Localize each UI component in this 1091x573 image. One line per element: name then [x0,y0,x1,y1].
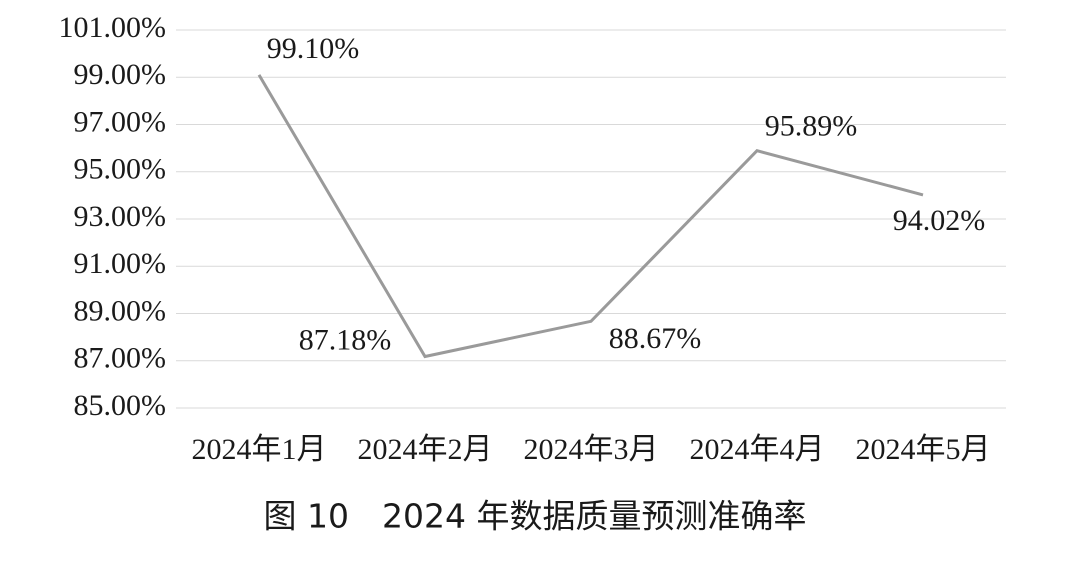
y-tick-label: 97.00% [74,105,167,138]
chart-title: 图 10 2024 年数据质量预测准确率 [264,497,807,536]
data-label: 88.67% [609,322,702,355]
y-tick-label: 89.00% [74,294,167,327]
y-tick-label: 101.00% [59,11,167,44]
data-label: 94.02% [893,204,986,237]
y-tick-label: 93.00% [74,200,167,233]
x-tick-label: 2024年1月 [192,433,327,466]
y-tick-label: 87.00% [74,342,167,375]
data-label: 87.18% [299,323,392,356]
data-label: 95.89% [765,110,858,143]
x-tick-label: 2024年3月 [524,433,659,466]
y-tick-label: 91.00% [74,247,167,280]
y-tick-label: 85.00% [74,389,167,422]
y-tick-label: 99.00% [74,58,167,91]
x-tick-label: 2024年2月 [358,433,493,466]
data-line [257,74,924,359]
x-tick-label: 2024年5月 [856,433,991,466]
data-label: 99.10% [267,32,360,65]
y-tick-label: 95.00% [74,153,167,186]
x-tick-label: 2024年4月 [690,433,825,466]
